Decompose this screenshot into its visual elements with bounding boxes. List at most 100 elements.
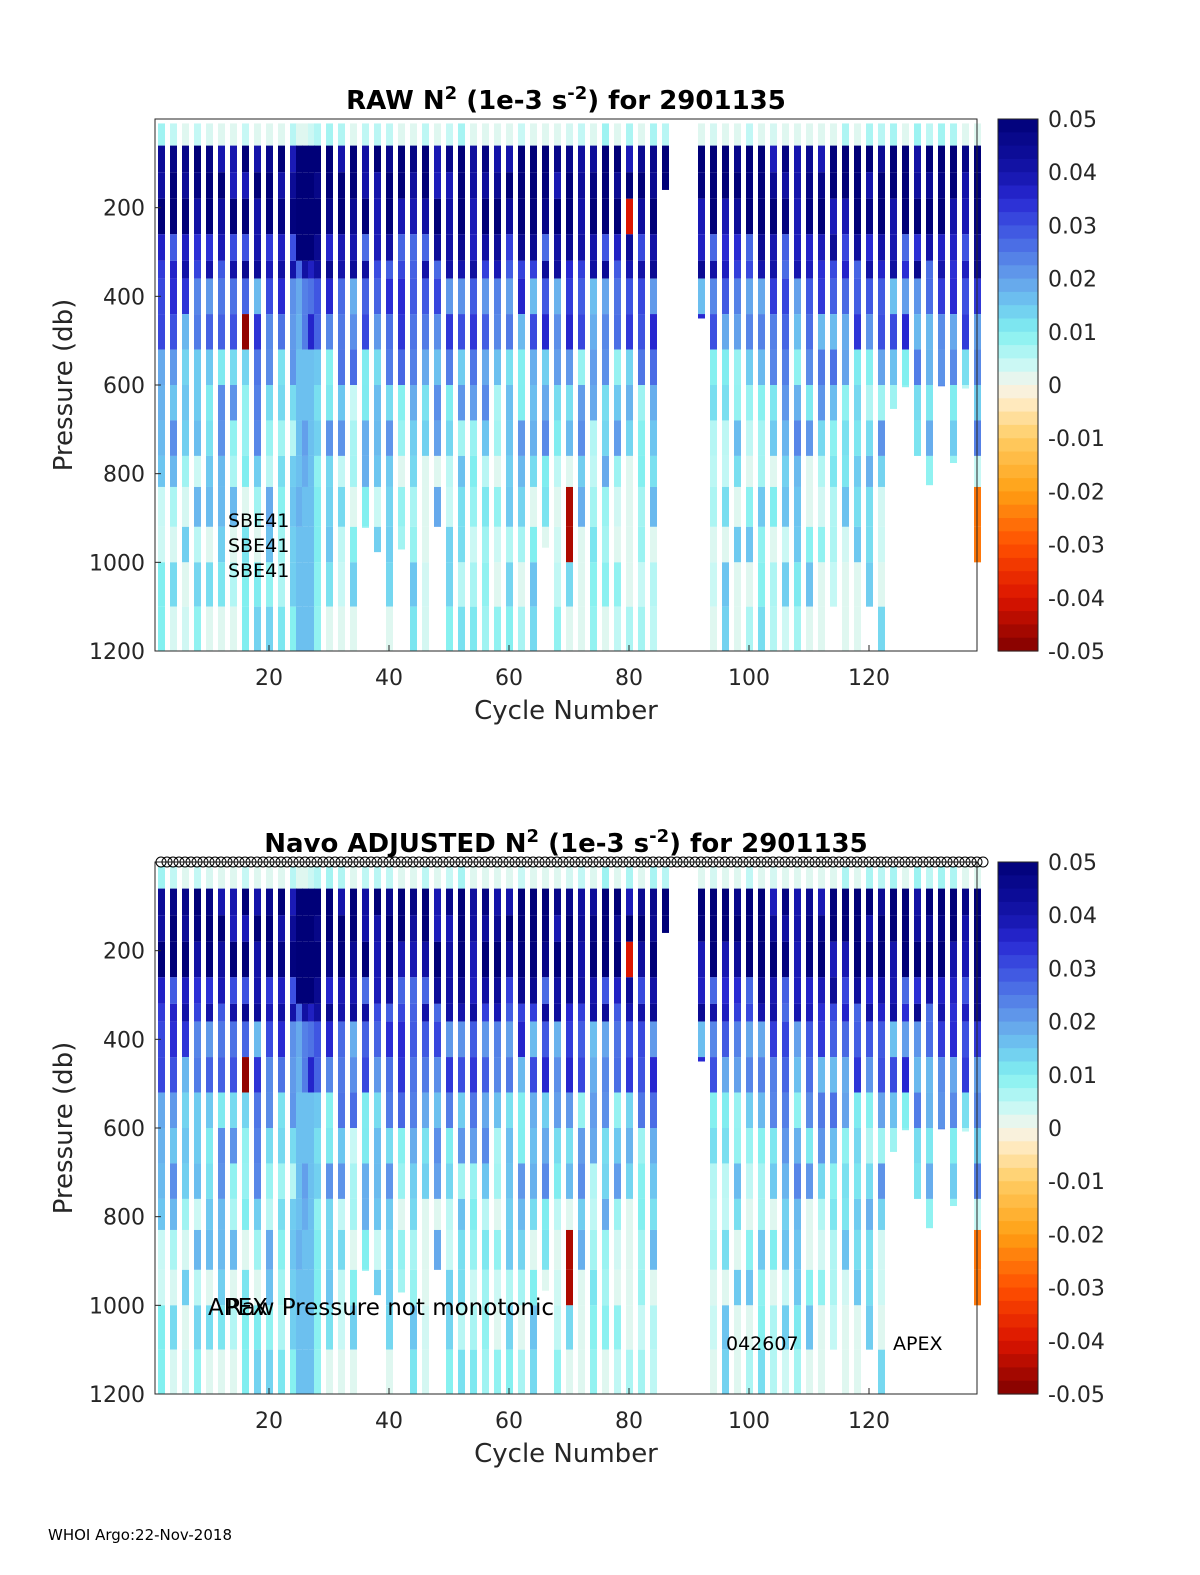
chart-title: Navo ADJUSTED N2 (1e-3 s-2) for 2901135 xyxy=(264,826,868,859)
heatmap-cell xyxy=(554,314,561,350)
colorbar-tick-label: 0.01 xyxy=(1048,321,1097,346)
heatmap-cell xyxy=(350,234,357,261)
heatmap-cell xyxy=(866,260,873,279)
heatmap-cell xyxy=(782,866,789,889)
heatmap-cell xyxy=(650,977,657,1004)
heatmap-cell xyxy=(374,1003,381,1022)
heatmap-cell xyxy=(398,145,405,173)
colorbar-swatch xyxy=(998,518,1038,532)
colorbar-swatch xyxy=(998,371,1038,386)
heatmap-cell xyxy=(830,562,837,607)
heatmap-cell xyxy=(230,198,237,235)
heatmap-cell xyxy=(914,198,921,235)
heatmap-cell xyxy=(638,1349,645,1394)
heatmap-cell xyxy=(638,888,645,916)
heatmap-cell xyxy=(314,198,321,235)
heatmap-cell xyxy=(518,888,525,916)
heatmap-cell xyxy=(734,888,741,916)
heatmap-cell xyxy=(266,234,273,261)
colorbar-swatch xyxy=(998,1021,1038,1036)
heatmap-cell xyxy=(206,486,213,527)
heatmap-cell xyxy=(326,420,333,456)
heatmap-cell xyxy=(530,314,537,350)
heatmap-cell xyxy=(950,1163,957,1199)
heatmap-cell xyxy=(506,941,513,978)
profile-marker xyxy=(533,856,545,868)
heatmap-cell xyxy=(530,1092,537,1128)
heatmap-cell xyxy=(578,977,585,1004)
heatmap-cell xyxy=(374,526,381,553)
heatmap-cell xyxy=(902,915,909,942)
heatmap-cell xyxy=(242,1057,249,1093)
heatmap-cell xyxy=(218,1305,225,1350)
heatmap-cell xyxy=(530,1128,537,1164)
heatmap-cell xyxy=(818,260,825,279)
heatmap-cell xyxy=(566,260,573,279)
heatmap-cell xyxy=(326,278,333,315)
heatmap-cell xyxy=(890,260,897,279)
heatmap-cell xyxy=(842,420,849,456)
heatmap-cell xyxy=(326,486,333,527)
heatmap-cell xyxy=(878,198,885,235)
heatmap-cell xyxy=(278,915,285,942)
heatmap-cell xyxy=(302,1198,309,1230)
heatmap-cell xyxy=(758,1163,765,1199)
heatmap-cell xyxy=(758,385,765,421)
colorbar-tick-label: 0.05 xyxy=(1048,108,1097,133)
colorbar-swatch xyxy=(998,1008,1038,1023)
heatmap-cell xyxy=(782,260,789,279)
chart-title-part: 2 xyxy=(445,83,458,104)
heatmap-cell xyxy=(626,420,633,456)
heatmap-cell xyxy=(254,420,261,456)
heatmap-cell xyxy=(782,1349,789,1394)
heatmap-cell xyxy=(290,1269,297,1306)
heatmap-cell xyxy=(266,941,273,978)
heatmap-cell xyxy=(710,1349,717,1394)
heatmap-cell xyxy=(398,1092,405,1128)
heatmap-cell xyxy=(182,123,189,146)
heatmap-cell xyxy=(806,1092,813,1128)
heatmap-cell xyxy=(398,123,405,146)
heatmap-cell xyxy=(782,385,789,421)
heatmap-cell xyxy=(386,941,393,978)
heatmap-cell xyxy=(554,260,561,279)
heatmap-cell xyxy=(290,234,297,261)
heatmap-cell xyxy=(446,455,453,487)
heatmap-cell xyxy=(434,1128,441,1164)
heatmap-cell xyxy=(434,1229,441,1270)
heatmap-cell xyxy=(890,915,897,942)
heatmap-cell xyxy=(542,977,549,1004)
heatmap-cell xyxy=(254,526,261,563)
heatmap-cell xyxy=(482,420,489,456)
heatmap-cell xyxy=(506,349,513,385)
heatmap-cell xyxy=(962,314,969,350)
heatmap-cell xyxy=(734,1269,741,1306)
colorbar-swatch xyxy=(998,132,1038,147)
heatmap-cell xyxy=(482,123,489,146)
heatmap-cell xyxy=(266,1021,273,1058)
heatmap-cell xyxy=(398,455,405,487)
heatmap-cell xyxy=(818,455,825,487)
heatmap-cell xyxy=(794,526,801,563)
heatmap-cell xyxy=(158,1128,165,1164)
heatmap-cell xyxy=(578,1198,585,1230)
heatmap-cell xyxy=(482,1269,489,1306)
heatmap-cell xyxy=(770,260,777,279)
heatmap-cell xyxy=(926,1003,933,1022)
heatmap-cell xyxy=(722,1092,729,1128)
heatmap-cell xyxy=(614,1092,621,1128)
heatmap-cell xyxy=(794,977,801,1004)
x-tick-label: 120 xyxy=(848,666,890,691)
colorbar-swatch xyxy=(998,1247,1038,1262)
heatmap-cell xyxy=(254,314,261,350)
heatmap-cell xyxy=(590,888,597,916)
heatmap-cell xyxy=(866,1198,873,1230)
heatmap-cell xyxy=(878,420,885,456)
heatmap-cell xyxy=(374,278,381,315)
colorbar-swatch xyxy=(998,1101,1038,1116)
heatmap-cell xyxy=(278,1349,285,1394)
heatmap-cell xyxy=(650,1305,657,1350)
chart-title-part: ) for 2901135 xyxy=(587,86,786,116)
heatmap-cell xyxy=(230,977,237,1004)
heatmap-cell xyxy=(494,866,501,889)
